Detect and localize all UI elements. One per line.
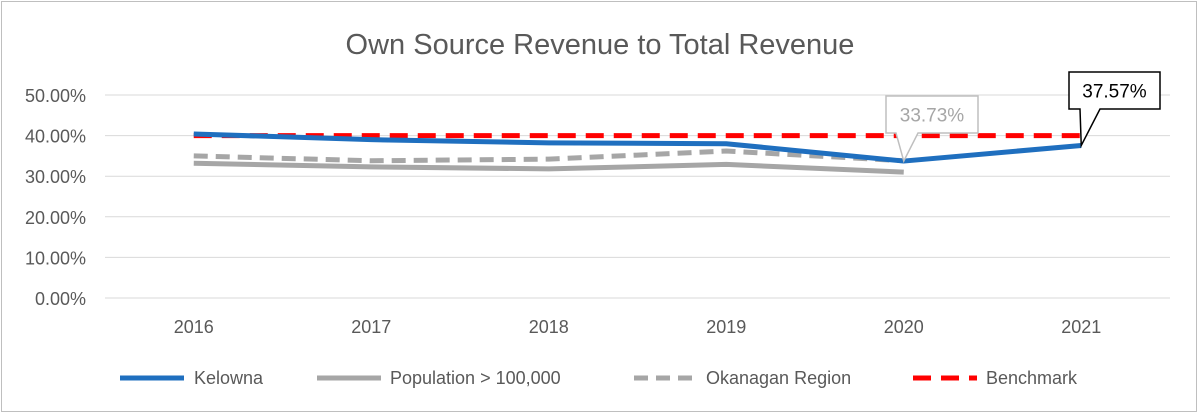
callout-label: 33.73% bbox=[900, 106, 965, 127]
y-axis-tick-labels: 0.00% 10.00% 20.00% 30.00% 40.00% 50.00% bbox=[25, 86, 86, 309]
series-line-population-100-000 bbox=[193, 160, 904, 175]
y-tick-label: 40.00% bbox=[25, 127, 86, 147]
series-line-okanagan-region bbox=[193, 148, 904, 164]
series-lines bbox=[193, 131, 1082, 175]
y-tick-label: 20.00% bbox=[25, 208, 86, 228]
legend-label: Okanagan Region bbox=[706, 368, 851, 388]
series-line-kelowna bbox=[193, 131, 1082, 164]
callout-box bbox=[1068, 71, 1161, 149]
x-axis-tick-labels: 2016 2017 2018 2019 2020 2021 bbox=[174, 317, 1102, 337]
x-tick-label: 2017 bbox=[351, 317, 391, 337]
y-tick-label: 10.00% bbox=[25, 248, 86, 268]
x-tick-label: 2019 bbox=[706, 317, 746, 337]
callout-label: 37.57% bbox=[1082, 82, 1147, 103]
x-tick-label: 2016 bbox=[174, 317, 214, 337]
x-tick-label: 2021 bbox=[1061, 317, 1101, 337]
gridlines bbox=[105, 94, 1170, 299]
chart-title: Own Source Revenue to Total Revenue bbox=[346, 29, 855, 61]
legend: Kelowna Population > 100,000 Okanagan Regi… bbox=[120, 368, 1078, 388]
callout-box bbox=[885, 95, 979, 164]
data-callouts: 33.73% 37.57% bbox=[885, 71, 1161, 164]
legend-label: Kelowna bbox=[194, 368, 264, 388]
y-tick-label: 0.00% bbox=[35, 289, 86, 309]
y-tick-label: 50.00% bbox=[25, 86, 86, 106]
legend-label: Benchmark bbox=[986, 368, 1078, 388]
y-tick-label: 30.00% bbox=[25, 167, 86, 187]
x-tick-label: 2020 bbox=[884, 317, 924, 337]
x-tick-label: 2018 bbox=[529, 317, 569, 337]
legend-label: Population > 100,000 bbox=[390, 368, 561, 388]
